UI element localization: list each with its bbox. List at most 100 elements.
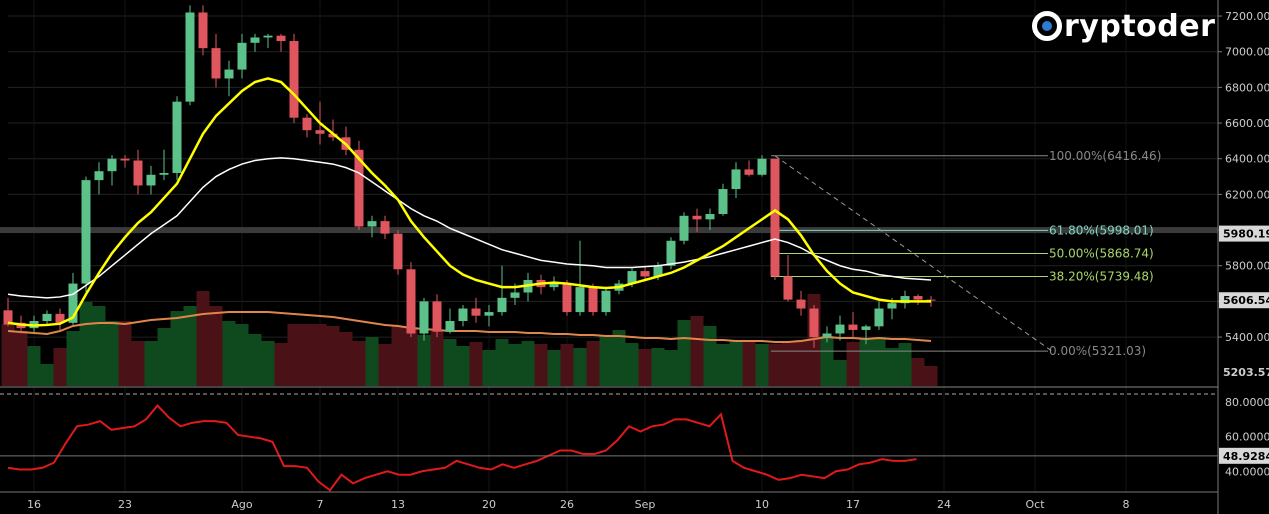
date-tick-label: 10	[755, 498, 769, 511]
volume-bar	[365, 337, 379, 386]
candle-body	[185, 12, 195, 102]
price-tick-label: 7000.00	[1225, 46, 1269, 59]
candle-body	[809, 308, 819, 338]
volume-bar	[66, 331, 80, 386]
date-tick-label: 20	[482, 498, 496, 511]
rsi-tick-label: 40.0000	[1225, 465, 1269, 478]
candle-body	[315, 130, 325, 134]
fib-trend-line	[774, 155, 1053, 352]
volume-bar	[534, 344, 548, 386]
rsi-line	[7, 404, 917, 492]
candle-body	[796, 299, 806, 309]
volume-bar	[443, 339, 457, 386]
price-tick-label: 6400.00	[1225, 153, 1269, 166]
candle-body	[263, 35, 273, 38]
volume-bar	[599, 336, 613, 386]
date-tick-label: 17	[846, 498, 860, 511]
date-tick-label: Ago	[231, 498, 253, 511]
candle-body	[744, 169, 754, 175]
volume-bar	[326, 326, 340, 386]
volume-bar	[170, 311, 184, 386]
volume-bar	[781, 341, 795, 386]
volume-bar	[417, 335, 431, 386]
volume-bar	[768, 344, 782, 386]
volume-bar	[651, 348, 665, 386]
volume-bar	[209, 306, 223, 386]
candle-body	[653, 265, 663, 277]
volume-bar	[339, 332, 353, 386]
candle-body	[354, 149, 364, 227]
candle-body	[120, 158, 130, 161]
volume-bar	[911, 358, 925, 386]
volume-bar	[495, 339, 509, 386]
candle-body	[848, 324, 858, 330]
volume-bar	[430, 331, 444, 386]
volume-bar	[872, 337, 886, 386]
volume-bar	[729, 341, 743, 386]
candle-body	[666, 240, 676, 266]
candle-body	[380, 221, 390, 234]
candle-body	[575, 287, 585, 313]
fib-level-label: 100.00%(6416.46)	[1049, 149, 1161, 163]
candle-body	[887, 303, 897, 309]
candle-body	[302, 117, 312, 131]
volume-bar	[560, 344, 574, 386]
price-tick-label: 5800.00	[1225, 260, 1269, 273]
volume-bar	[898, 343, 912, 386]
price-axis	[1218, 0, 1269, 514]
volume-bar	[690, 316, 704, 386]
candle-body	[133, 160, 143, 186]
date-tick-label: 7	[317, 498, 324, 511]
volume-bar	[638, 349, 652, 386]
rsi-tick-label: 80.0000	[1225, 396, 1269, 409]
volume-bar	[664, 350, 678, 386]
logo-text: ryptoder	[1064, 8, 1216, 44]
date-tick-label: Oct	[1025, 498, 1045, 511]
candle-body	[458, 308, 468, 322]
candle-body	[3, 310, 13, 325]
fib-level-label: 50.00%(5868.74)	[1049, 246, 1154, 260]
price-tick-label: 6800.00	[1225, 81, 1269, 94]
volume-bar	[885, 348, 899, 386]
volume-bar	[547, 350, 561, 386]
volume-bar	[833, 360, 847, 386]
candle-body	[237, 42, 247, 70]
date-tick-label: 26	[560, 498, 574, 511]
price-tag-label: 5203.57	[1223, 366, 1269, 379]
candle-body	[510, 292, 520, 298]
level-band	[0, 227, 1218, 234]
volume-bar	[313, 324, 327, 386]
candle-body	[445, 321, 455, 332]
volume-bar	[196, 291, 210, 386]
candle-body	[926, 299, 936, 301]
date-tick-label: Sep	[635, 498, 656, 511]
volume-bar	[677, 320, 691, 386]
candle-body	[835, 324, 845, 334]
candle-body	[419, 301, 429, 334]
candle-body	[640, 271, 650, 277]
candle-body	[432, 301, 442, 332]
volume-bar	[703, 326, 717, 386]
volume-bar	[573, 348, 587, 386]
volume-bar	[482, 350, 496, 386]
volume-bar	[586, 341, 600, 386]
logo-c-icon	[1032, 11, 1062, 41]
volume-bar	[612, 330, 626, 386]
candle-body	[549, 283, 559, 288]
candle-body	[328, 133, 338, 138]
candle-body	[692, 215, 702, 220]
ma-fast-line	[7, 77, 931, 327]
volume-bar	[105, 321, 119, 386]
candle-body	[289, 41, 299, 118]
candle-body	[55, 313, 65, 323]
volume-bar	[924, 366, 938, 386]
volume-bar	[118, 321, 132, 386]
volume-bar	[131, 341, 145, 386]
candle-body	[705, 214, 715, 220]
cryptoder-logo: ryptoder	[1032, 6, 1215, 46]
candle-body	[874, 308, 884, 327]
volume-bar	[859, 338, 873, 386]
volume-bar	[352, 341, 366, 386]
candle-body	[393, 233, 403, 270]
